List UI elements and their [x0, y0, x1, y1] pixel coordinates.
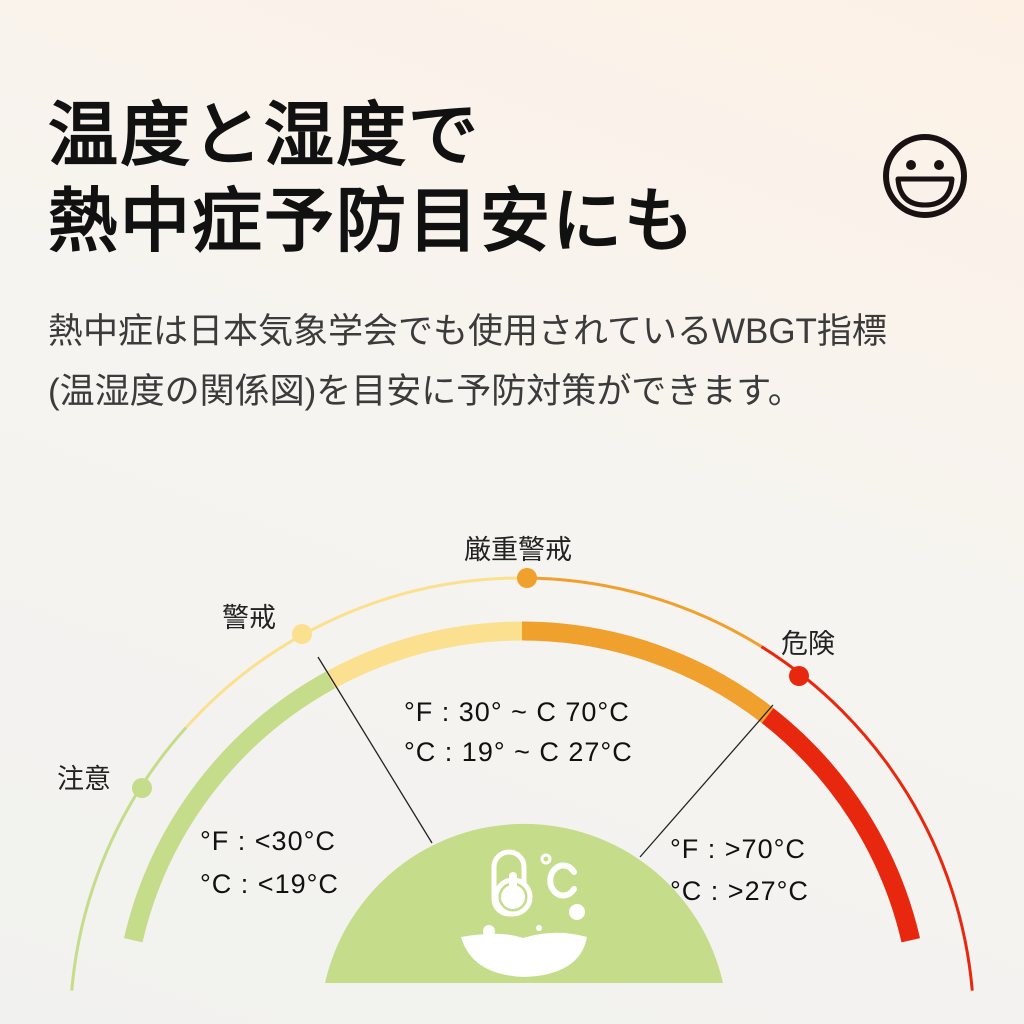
title-line-2: 熱中症予防目安にも: [48, 182, 696, 260]
leader-line-right: [639, 704, 774, 858]
thin-arc-segment-danger: [760, 645, 974, 991]
thick-arc-segment-danger: [761, 708, 921, 943]
outer-thin-arc: [70, 576, 974, 991]
thick-arc-segment-severe-warning: [521, 621, 774, 724]
range-mid-celsius: °C : 19° ~ C 27°C: [404, 737, 633, 767]
zone-label-warning: 警戒: [222, 603, 276, 633]
range-low: °F : <30°C °C : <19°C: [200, 820, 339, 906]
inner-band-arc: [123, 621, 921, 943]
thin-arc-segment-warning: [184, 576, 523, 729]
range-high-fahrenheit: °F : >70°C: [670, 834, 806, 864]
thin-arc-segment-caution: [70, 726, 188, 991]
zone-marker-warning: [292, 624, 312, 644]
range-low-celsius: °C : <19°C: [200, 869, 339, 899]
range-high: °F : >70°C °C : >27°C: [670, 828, 809, 912]
description-line-2: (温湿度の関係図)を目安に予防対策ができます。: [48, 372, 803, 411]
range-mid-fahrenheit: °F : 30° ~ C 70°C: [404, 697, 630, 727]
thick-arc-segment-warning: [325, 621, 523, 689]
smiley-face-icon: [883, 134, 967, 218]
page-title: 温度と湿度で 熱中症予防目安にも: [48, 92, 696, 264]
thin-arc-segment-severe-warning: [521, 576, 763, 648]
zone-marker-severe-warning: [517, 568, 537, 588]
zone-label-caution: 注意: [57, 764, 111, 794]
range-high-celsius: °C : >27°C: [670, 876, 809, 906]
zone-marker-caution: [132, 778, 152, 798]
range-mid: °F : 30° ~ C 70°C °C : 19° ~ C 27°C: [404, 692, 633, 772]
description-line-1: 熱中症は日本気象学会でも使用されているWBGT指標: [48, 312, 887, 351]
thick-arc-segment-caution: [123, 671, 335, 943]
zone-marker-danger: [789, 666, 809, 686]
thermometer-humidity-icon: [461, 849, 587, 977]
description: 熱中症は日本気象学会でも使用されているWBGT指標 (温湿度の関係図)を目安に予…: [48, 302, 887, 422]
leader-line-left: [317, 656, 433, 844]
title-line-1: 温度と湿度で: [48, 96, 480, 174]
range-low-fahrenheit: °F : <30°C: [200, 826, 336, 856]
zone-label-severe-warning: 厳重警戒: [464, 535, 572, 565]
zone-label-danger: 危険: [781, 629, 835, 659]
